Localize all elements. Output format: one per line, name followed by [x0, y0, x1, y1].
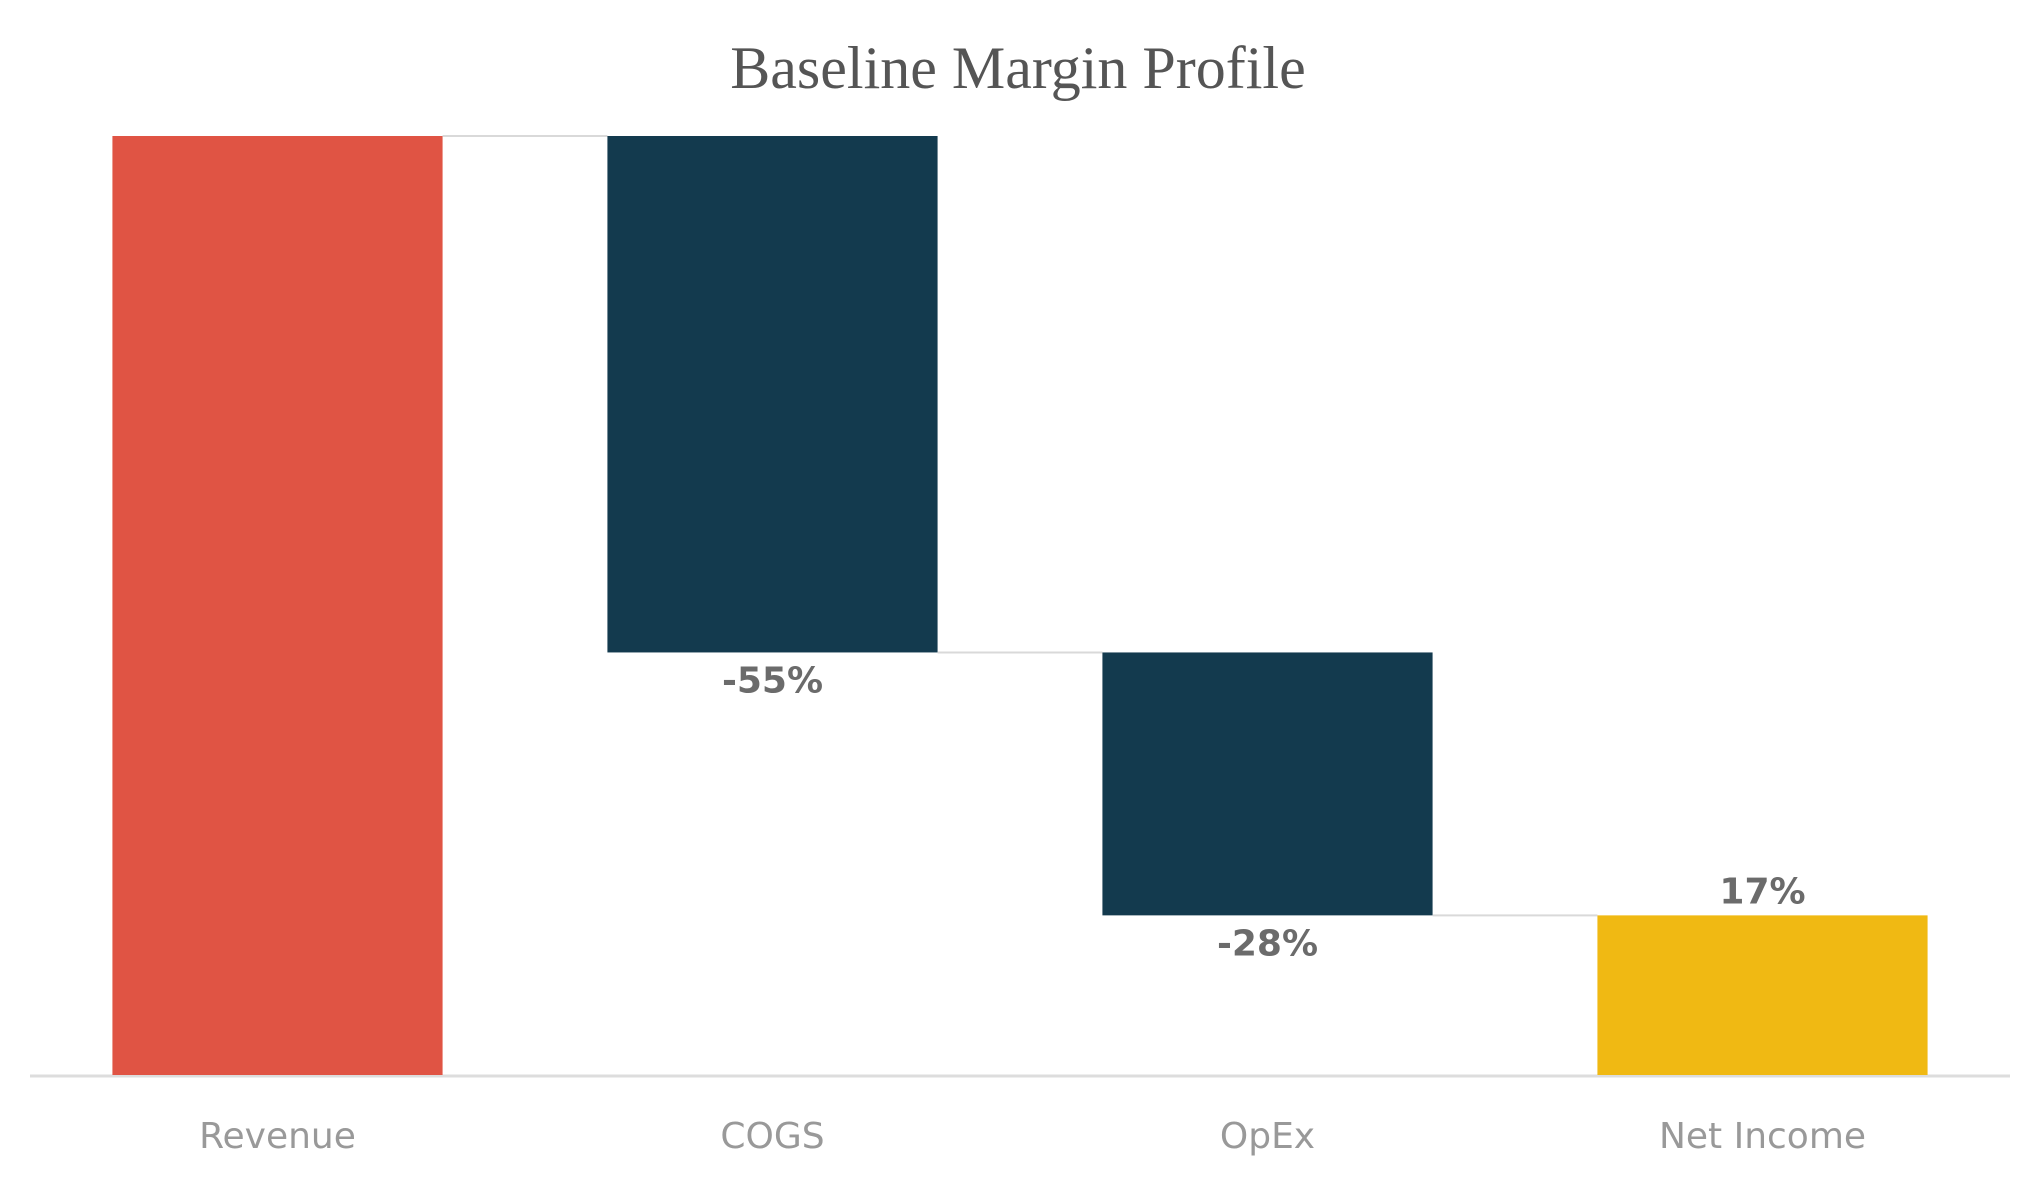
data-label: -55% — [722, 660, 823, 701]
data-label: 17% — [1719, 871, 1805, 912]
x-tick-label: Net Income — [1659, 1116, 1866, 1157]
chart-title: Baseline Margin Profile — [730, 35, 1305, 101]
x-tick-label: OpEx — [1220, 1116, 1315, 1157]
bar — [607, 136, 938, 653]
bar — [1597, 915, 1928, 1075]
x-tick-label: COGS — [720, 1116, 824, 1157]
x-tick-label: Revenue — [199, 1116, 356, 1157]
data-label: -28% — [1217, 923, 1318, 964]
bar — [1102, 652, 1433, 916]
bar — [112, 136, 443, 1075]
